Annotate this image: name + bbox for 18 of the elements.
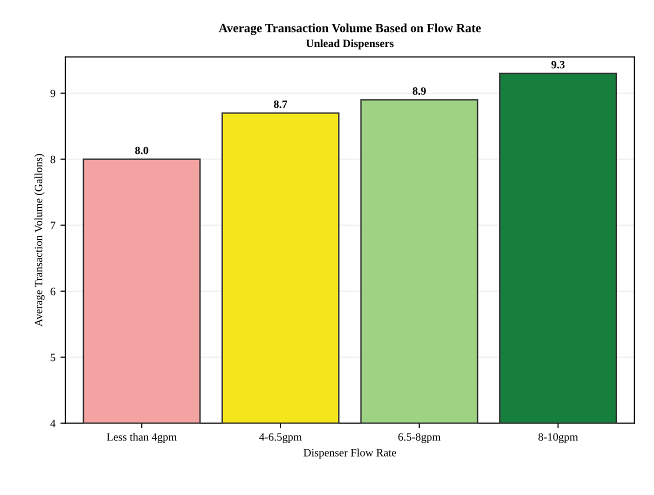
x-tick-label: 6.5-8gpm	[398, 433, 441, 444]
x-tick-label: Less than 4gpm	[106, 432, 177, 444]
y-axis-title: Average Transaction Volume (Gallons)	[34, 154, 45, 327]
data-label: 9.3	[551, 60, 565, 68]
y-tick-label: 4	[50, 420, 56, 428]
x-tick-label: 8-10gpm	[538, 433, 578, 444]
y-tick-label: 6	[50, 288, 56, 296]
x-tick-label: 4-6.5gpm	[259, 433, 302, 444]
y-tick-label: 8	[50, 156, 56, 164]
chart-subtitle: Unlead Dispensers	[306, 39, 394, 50]
y-tick-label: 5	[50, 354, 56, 362]
data-label: 8.7	[274, 100, 288, 108]
data-label: 8.0	[135, 146, 148, 154]
y-tick-label: 7	[50, 222, 56, 230]
x-axis-title: Dispenser Flow Rate	[304, 448, 396, 459]
data-label: 8.9	[412, 87, 426, 95]
chart-title: Average Transaction Volume Based on Flow Rate	[218, 24, 481, 35]
y-tick-label: 9	[50, 90, 56, 98]
